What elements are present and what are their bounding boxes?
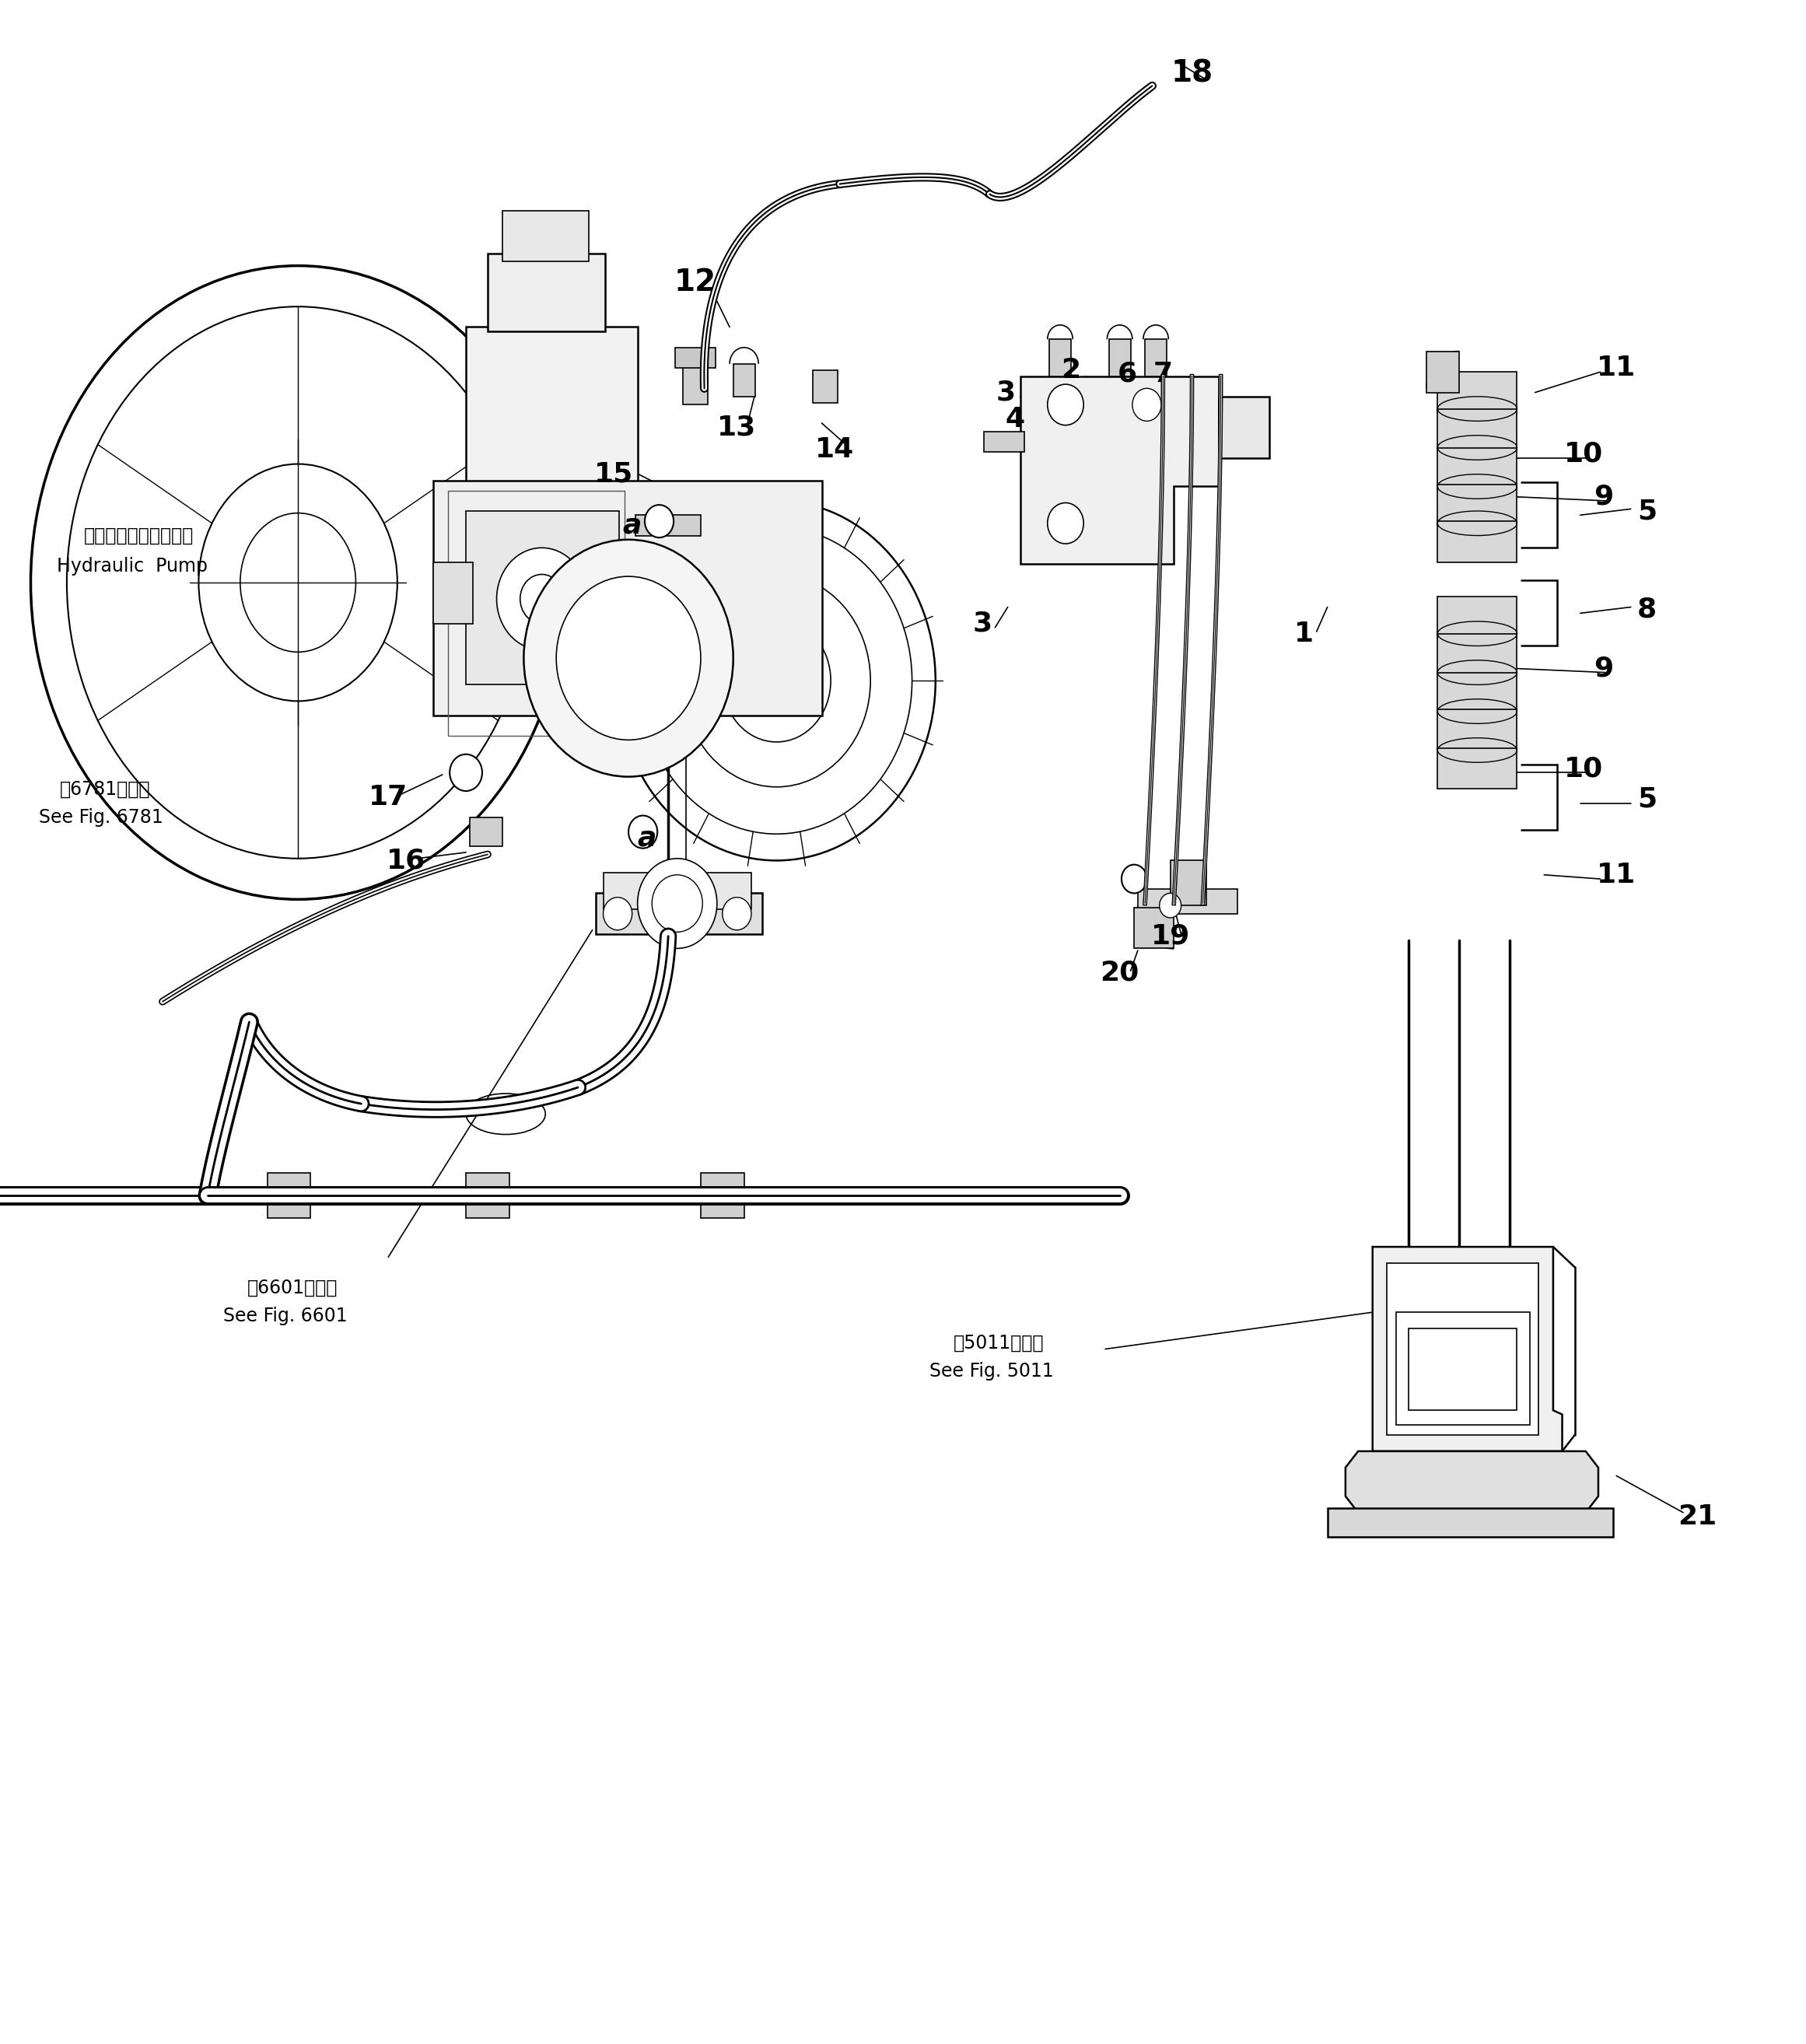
Bar: [701, 1173, 744, 1218]
Bar: [1109, 339, 1131, 376]
Bar: [1438, 597, 1517, 638]
Polygon shape: [1020, 376, 1219, 564]
Text: 11: 11: [1597, 356, 1636, 380]
Text: a: a: [623, 513, 641, 538]
Bar: [433, 480, 822, 715]
Text: 3: 3: [997, 380, 1015, 405]
Bar: [603, 873, 751, 910]
Text: 10: 10: [1564, 756, 1604, 781]
Circle shape: [450, 754, 482, 791]
Circle shape: [645, 505, 674, 538]
Circle shape: [1159, 893, 1181, 918]
Bar: [448, 491, 625, 736]
Text: 5: 5: [1638, 499, 1656, 523]
Circle shape: [722, 897, 751, 930]
Text: 第5011図参照: 第5011図参照: [954, 1333, 1044, 1353]
Circle shape: [603, 897, 632, 930]
Bar: [1396, 1312, 1530, 1425]
Text: 8: 8: [1638, 597, 1656, 621]
Bar: [683, 364, 708, 405]
Text: 20: 20: [1100, 961, 1140, 985]
Text: 11: 11: [1597, 863, 1636, 887]
Text: 10: 10: [1564, 442, 1604, 466]
Text: 14: 14: [815, 437, 854, 462]
Bar: [466, 1173, 509, 1218]
Bar: [433, 562, 473, 623]
Circle shape: [497, 548, 587, 650]
Circle shape: [1047, 384, 1084, 425]
Text: 13: 13: [717, 415, 757, 439]
Text: 9: 9: [1595, 484, 1613, 509]
Text: 7: 7: [1154, 362, 1172, 386]
Bar: [1219, 397, 1270, 458]
Text: 17: 17: [368, 785, 408, 809]
Bar: [466, 511, 619, 685]
Bar: [1438, 448, 1517, 489]
Bar: [675, 347, 715, 368]
Circle shape: [524, 540, 733, 777]
Bar: [1438, 709, 1517, 750]
Bar: [1327, 1508, 1613, 1537]
Bar: [488, 253, 605, 331]
Text: 第6781図参照: 第6781図参照: [60, 779, 150, 799]
Text: ハイドロリックポンプ: ハイドロリックポンプ: [85, 525, 193, 546]
Bar: [813, 370, 838, 403]
Text: 16: 16: [386, 848, 426, 873]
Circle shape: [1132, 388, 1161, 421]
Circle shape: [556, 576, 701, 740]
Bar: [733, 364, 755, 397]
Text: See Fig. 5011: See Fig. 5011: [930, 1361, 1053, 1382]
Polygon shape: [1345, 1451, 1598, 1513]
Text: 19: 19: [1150, 924, 1190, 948]
Bar: [1438, 409, 1517, 450]
Bar: [1145, 339, 1167, 376]
Bar: [1438, 634, 1517, 675]
Text: 6: 6: [1118, 362, 1136, 386]
Text: 9: 9: [1595, 656, 1613, 681]
Text: See Fig. 6781: See Fig. 6781: [40, 807, 163, 828]
Text: 21: 21: [1678, 1504, 1718, 1529]
Text: Hydraulic  Pump: Hydraulic Pump: [56, 556, 208, 576]
Bar: [466, 327, 638, 501]
Bar: [502, 211, 589, 262]
Circle shape: [652, 875, 703, 932]
Bar: [1049, 339, 1071, 376]
Bar: [984, 431, 1024, 452]
Circle shape: [628, 816, 657, 848]
Bar: [1138, 889, 1237, 914]
Circle shape: [520, 574, 563, 623]
Bar: [1438, 748, 1517, 789]
Circle shape: [638, 858, 717, 948]
Bar: [267, 1173, 311, 1218]
Bar: [1427, 352, 1459, 392]
Text: 3: 3: [973, 611, 991, 636]
Circle shape: [1047, 503, 1084, 544]
Bar: [470, 818, 502, 846]
Text: 1: 1: [1295, 621, 1313, 646]
Text: 5: 5: [1638, 787, 1656, 811]
Text: a: a: [638, 826, 656, 850]
Text: 4: 4: [1006, 407, 1024, 431]
Polygon shape: [1373, 1247, 1562, 1451]
Text: 2: 2: [1062, 358, 1080, 382]
Text: 第6601図参照: 第6601図参照: [247, 1278, 338, 1298]
Bar: [1134, 908, 1174, 948]
Bar: [1438, 372, 1517, 413]
Bar: [1438, 521, 1517, 562]
Bar: [1438, 672, 1517, 713]
Text: 18: 18: [1170, 59, 1214, 88]
Text: 15: 15: [594, 462, 634, 486]
Text: See Fig. 6601: See Fig. 6601: [224, 1306, 347, 1327]
Text: 12: 12: [674, 268, 717, 296]
Bar: [1170, 861, 1206, 905]
Bar: [596, 893, 762, 934]
Bar: [1409, 1329, 1517, 1410]
Bar: [636, 515, 701, 536]
Bar: [1387, 1263, 1539, 1435]
Bar: [1438, 484, 1517, 525]
Circle shape: [1122, 865, 1147, 893]
